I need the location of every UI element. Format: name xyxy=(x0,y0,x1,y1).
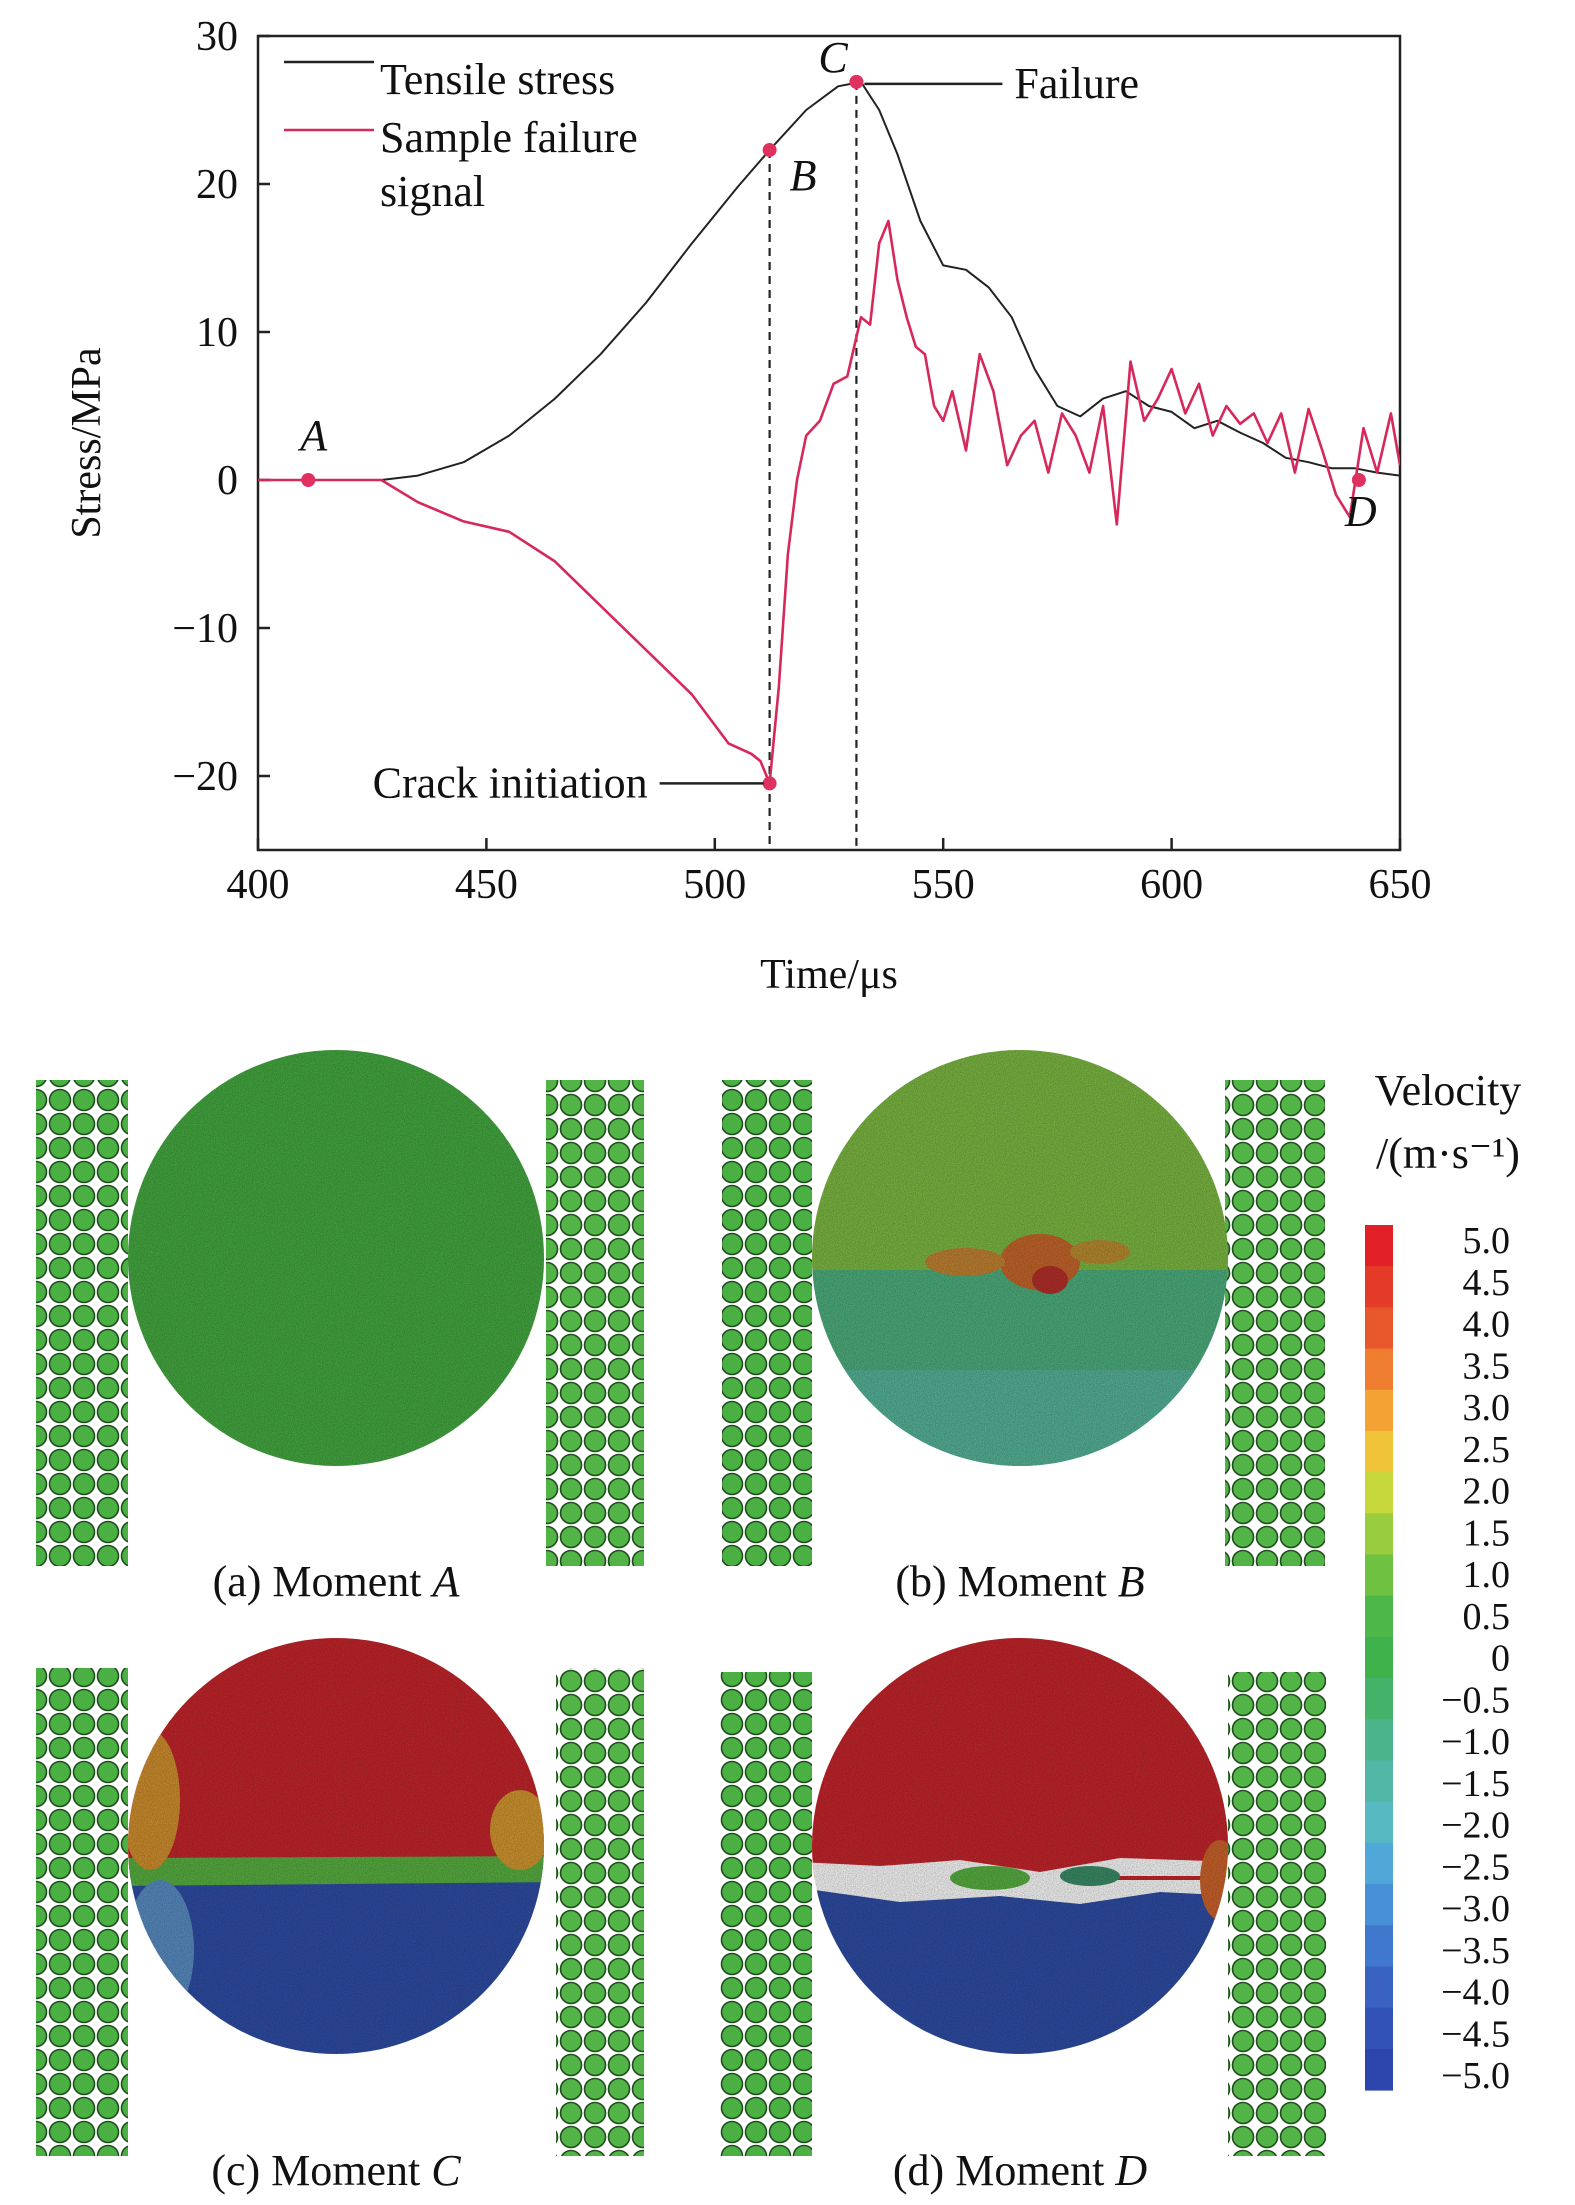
panel-b-moment-b: (b) Moment B xyxy=(722,1050,1325,1606)
colorbar-swatch xyxy=(1365,1225,1393,1267)
marker-point-a xyxy=(301,473,316,487)
panel-d-moment-d: (d) Moment D xyxy=(720,1638,1326,2195)
legend-label-failure-signal-1: Sample failure xyxy=(380,113,638,162)
colorbar-tick-label: −3.5 xyxy=(1441,1930,1510,1972)
colorbar-swatch xyxy=(1365,1719,1393,1762)
right-bar-particles xyxy=(556,1668,644,2156)
left-bar-particles xyxy=(722,1080,812,1566)
colorbar-tick-label: −4.0 xyxy=(1441,1972,1510,2014)
colorbar-swatch xyxy=(1365,1348,1393,1391)
colorbar-swatch xyxy=(1365,1472,1393,1514)
panel-b-caption: (b) Moment B xyxy=(895,1557,1144,1606)
colorbar-tick-label: 2.5 xyxy=(1463,1429,1511,1471)
point-label-a: A xyxy=(297,411,328,460)
y-tick-label: −20 xyxy=(172,754,238,800)
colorbar-tick-label: −0.5 xyxy=(1441,1679,1510,1721)
velocity-panels: (a) Moment A (b) Moment B ( xyxy=(36,1050,1521,2195)
point-label-d: D xyxy=(1344,487,1377,536)
colorbar-tick-label: 3.0 xyxy=(1463,1387,1511,1429)
colorbar-tick-label: −1.0 xyxy=(1441,1721,1510,1763)
x-tick-label: 600 xyxy=(1140,862,1203,908)
colorbar-swatch xyxy=(1365,1307,1393,1350)
x-tick-label: 550 xyxy=(912,862,975,908)
colorbar-swatch xyxy=(1365,1966,1393,2009)
legend-label-tensile-stress: Tensile stress xyxy=(380,55,615,104)
point-label-b: B xyxy=(790,151,817,200)
panel-c-caption: (c) Moment C xyxy=(211,2146,461,2195)
colorbar-title-line2: /(m·s⁻¹) xyxy=(1376,1129,1520,1178)
series-line-failure-signal xyxy=(258,219,1400,785)
x-tick-label: 650 xyxy=(1369,862,1432,908)
x-axis-title: Time/μs xyxy=(760,952,898,998)
crack-initiation-label: Crack initiation xyxy=(373,758,648,807)
colorbar-swatch xyxy=(1365,1513,1393,1556)
marker-point-crack xyxy=(762,776,777,791)
colorbar-swatch xyxy=(1365,1389,1393,1432)
marker-point-c xyxy=(849,74,864,89)
colorbar-tick-label: −2.5 xyxy=(1441,1846,1510,1888)
panel-c-moment-c: (c) Moment C xyxy=(36,1638,644,2195)
colorbar-tick-label: 3.5 xyxy=(1463,1345,1511,1387)
marker-point-b xyxy=(762,142,777,157)
colorbar-swatch xyxy=(1365,2048,1393,2091)
colorbar-swatch xyxy=(1365,1842,1393,1885)
colorbar-swatch xyxy=(1365,1925,1393,1968)
velocity-colorbar: Velocity /(m·s⁻¹) 5.04.54.03.53.02.52.01… xyxy=(1365,1066,1521,2097)
colorbar-tick-label: −2.0 xyxy=(1441,1805,1510,1847)
colorbar-tick-label: 0 xyxy=(1491,1638,1510,1680)
colorbar-tick-label: 5.0 xyxy=(1463,1220,1511,1262)
marker-point-d xyxy=(1351,473,1366,487)
left-bar-particles xyxy=(36,1080,128,1566)
colorbar-tick-label: −4.5 xyxy=(1441,2013,1510,2055)
x-tick-label: 500 xyxy=(683,862,746,908)
failure-label: Failure xyxy=(1014,59,1139,108)
colorbar-swatch xyxy=(1365,1595,1393,1638)
colorbar-tick-label: −1.5 xyxy=(1441,1763,1510,1805)
specimen-grain xyxy=(128,1050,544,1466)
colorbar-title-line1: Velocity xyxy=(1375,1066,1522,1115)
colorbar-tick-label: 1.0 xyxy=(1463,1554,1511,1596)
x-tick-label: 450 xyxy=(455,862,518,908)
colorbar-swatch xyxy=(1365,1266,1393,1308)
panel-d-caption: (d) Moment D xyxy=(893,2146,1147,2195)
colorbar-tick-label: 1.5 xyxy=(1463,1512,1511,1554)
legend: Tensile stress Sample failure signal xyxy=(284,55,638,216)
colorbar-swatch xyxy=(1365,1554,1393,1597)
colorbar-swatch xyxy=(1365,1636,1393,1679)
x-tick-label: 400 xyxy=(227,862,290,908)
colorbar-swatch xyxy=(1365,1801,1393,1844)
panel-a-caption: (a) Moment A xyxy=(213,1557,461,1606)
colorbar-swatch xyxy=(1365,2007,1393,2050)
left-bar-particles xyxy=(36,1668,128,2156)
colorbar-tick-label: 4.0 xyxy=(1463,1304,1511,1346)
colorbar-tick-label: 0.5 xyxy=(1463,1596,1511,1638)
right-bar-particles xyxy=(1225,1080,1325,1566)
right-bar-particles xyxy=(1228,1672,1326,2156)
colorbar-swatch xyxy=(1365,1760,1393,1803)
y-tick-label: 30 xyxy=(196,14,238,60)
legend-label-failure-signal-2: signal xyxy=(380,167,485,216)
colorbar-tick-label: −5.0 xyxy=(1441,2055,1510,2097)
y-axis-title: Stress/MPa xyxy=(64,347,110,539)
colorbar-tick-label: −3.0 xyxy=(1441,1888,1510,1930)
y-tick-label: 10 xyxy=(196,310,238,356)
colorbar-swatch xyxy=(1365,1430,1393,1473)
colorbar-tick-label: 4.5 xyxy=(1463,1262,1511,1304)
series-line-tensile-stress xyxy=(258,80,1400,481)
colorbar-swatch xyxy=(1365,1678,1393,1720)
right-bar-particles xyxy=(546,1080,644,1566)
y-tick-label: 20 xyxy=(196,162,238,208)
panel-a-moment-a: (a) Moment A xyxy=(36,1050,644,1606)
left-bar-particles xyxy=(720,1672,812,2156)
y-tick-label: −10 xyxy=(172,606,238,652)
plot-area-frame xyxy=(256,34,1402,852)
y-tick-label: 0 xyxy=(217,458,238,504)
stress-time-chart: 400 450 500 550 600 650 −20 −10 0 10 20 30 A B C D Cra… xyxy=(64,14,1432,998)
colorbar-swatch xyxy=(1365,1884,1393,1926)
point-label-c: C xyxy=(818,33,848,82)
colorbar-tick-label: 2.0 xyxy=(1463,1471,1511,1513)
